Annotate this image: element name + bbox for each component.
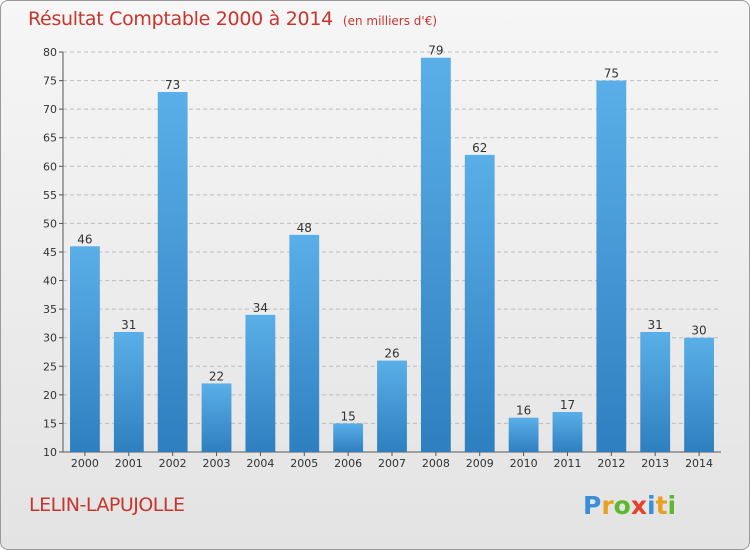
bar-2000	[70, 246, 100, 452]
y-tick-label: 35	[43, 303, 57, 316]
data-label-2009: 62	[472, 141, 487, 155]
data-labels: 46 31 73 22 34 48 15 26 79 62 16 17 75 31 30	[77, 44, 706, 424]
y-tick-label: 10	[43, 446, 57, 459]
y-tick-label: 80	[43, 46, 57, 59]
x-tick-label: 2011	[553, 457, 581, 470]
proxiti-logo: Proxiti	[583, 491, 676, 520]
data-label-2002: 73	[165, 78, 180, 92]
x-tick-label: 2005	[290, 457, 318, 470]
logo-letter: t	[655, 491, 668, 520]
x-tick-label: 2013	[641, 457, 669, 470]
x-tick-label: 2002	[159, 457, 187, 470]
data-label-2003: 22	[209, 369, 224, 383]
y-tick-label: 55	[43, 189, 57, 202]
chart-subtitle: (en milliers d'€)	[342, 14, 438, 28]
data-label-2008: 79	[428, 44, 443, 58]
bar-2010	[508, 417, 539, 452]
data-label-2001: 31	[121, 318, 136, 332]
logo-letter: i	[667, 491, 677, 520]
data-label-2012: 75	[604, 67, 619, 81]
x-tick-label: 2001	[115, 457, 143, 470]
x-tick-label: 2008	[422, 457, 450, 470]
bar-2013	[640, 332, 671, 452]
data-label-2000: 46	[77, 232, 92, 246]
data-label-2004: 34	[253, 301, 268, 315]
logo-letter: o	[613, 491, 631, 520]
chart-title: Résultat Comptable 2000 à 2014 (en millie…	[28, 8, 438, 30]
data-label-2011: 17	[560, 398, 575, 412]
y-tick-label: 45	[43, 246, 57, 259]
commune-name: LELIN-LAPUJOLLE	[29, 494, 185, 516]
x-tick-label: 2009	[466, 457, 494, 470]
x-tick-label: 2014	[685, 457, 713, 470]
bar-2008	[420, 57, 451, 452]
bar-2006	[333, 423, 364, 452]
y-tick-label: 25	[43, 360, 57, 373]
bar-2012	[596, 80, 627, 453]
bar-2002	[157, 92, 188, 452]
logo-letter: x	[630, 491, 647, 520]
y-tick-label: 75	[43, 75, 57, 88]
data-label-2007: 26	[384, 347, 399, 361]
y-tick-label: 65	[43, 132, 57, 145]
logo-letter: P	[583, 491, 602, 520]
logo-letter: r	[601, 491, 614, 520]
y-tick-label: 20	[43, 389, 57, 402]
bar-2009	[464, 154, 495, 452]
x-tick-label: 2010	[510, 457, 538, 470]
bar-2001	[113, 332, 144, 452]
data-label-2005: 48	[297, 221, 312, 235]
y-tick-label: 40	[43, 275, 57, 288]
x-tick-label: 2000	[71, 457, 99, 470]
x-tick-label: 2007	[378, 457, 406, 470]
bars	[70, 57, 714, 453]
axes: 10 15 20 25 30 35 40 45 50 55 60 65 70 75 80 2000 2001 20…	[43, 46, 721, 470]
y-tick-label: 50	[43, 217, 57, 230]
logo-letter: i	[647, 491, 656, 520]
x-tick-label: 2004	[246, 457, 274, 470]
data-label-2013: 31	[648, 318, 663, 332]
data-label-2014: 30	[691, 324, 706, 338]
y-tick-label: 30	[43, 332, 57, 345]
bar-2004	[245, 314, 276, 452]
x-tick-label: 2012	[597, 457, 625, 470]
data-label-2010: 16	[516, 404, 531, 418]
bar-2005	[289, 234, 320, 452]
y-tick-label: 70	[43, 103, 57, 116]
bar-2007	[377, 360, 407, 452]
x-tick-label: 2003	[203, 457, 231, 470]
bar-2003	[201, 383, 232, 452]
y-tick-label: 60	[43, 160, 57, 173]
bar-2011	[552, 412, 583, 452]
data-label-2006: 15	[340, 409, 355, 423]
y-tick-label: 15	[43, 417, 57, 430]
bar-2014	[684, 337, 714, 452]
x-tick-label: 2006	[334, 457, 362, 470]
